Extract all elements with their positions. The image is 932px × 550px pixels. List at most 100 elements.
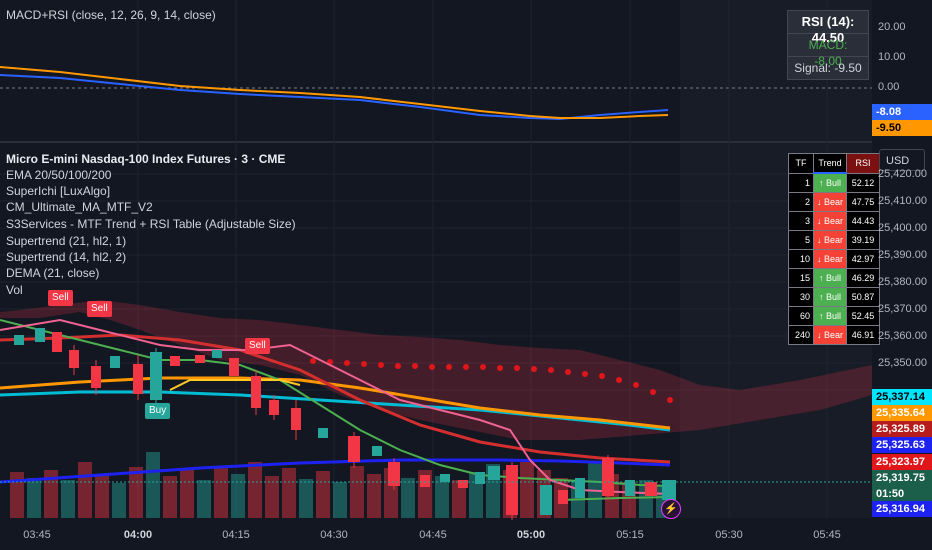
- rsi-info-box: RSI (14): 44.50 MACD: -8.00 Signal: -9.5…: [787, 10, 869, 80]
- trend-cell: ↓ Bear: [812, 249, 848, 269]
- macd-value: MACD: -8.00: [788, 34, 868, 68]
- table-row: 1 ↑ Bull 52.12: [788, 172, 881, 193]
- macd-line: [0, 74, 669, 121]
- trend-cell: ↓ Bear: [812, 230, 848, 250]
- rsi-cell: 46.91: [846, 325, 881, 345]
- rsi-cell: 44.43: [846, 211, 881, 231]
- price-tag: 25,337.14: [872, 389, 932, 405]
- table-row: 60 ↑ Bull 52.45: [788, 306, 881, 326]
- macd-axis-tick: 0.00: [878, 81, 900, 93]
- time-axis-label: 05:30: [715, 529, 743, 541]
- price-axis-tick: 25,410.00: [878, 195, 927, 207]
- price-axis-tick: 25,390.00: [878, 249, 927, 261]
- price-tag: 01:50: [872, 486, 932, 502]
- indicator-legend-item[interactable]: CM_Ultimate_MA_MTF_V2: [6, 200, 153, 214]
- buy-signal-label: Buy: [145, 403, 171, 419]
- time-axis-label: 04:15: [222, 529, 250, 541]
- macd-price-tag: -8.08: [872, 104, 932, 120]
- trend-cell: ↑ Bull: [812, 287, 848, 307]
- tf-cell: 5: [788, 230, 814, 250]
- table-row: 2 ↓ Bear 47.75: [788, 192, 881, 212]
- lightning-icon[interactable]: ⚡: [661, 499, 681, 519]
- price-axis-tick: 25,400.00: [878, 222, 927, 234]
- ema-100-line: [0, 390, 671, 432]
- supertrend-up-line: [169, 379, 301, 391]
- trend-cell: ↑ Bull: [812, 306, 848, 326]
- macd-rsi-legend[interactable]: MACD+RSI (close, 12, 26, 9, 14, close): [6, 8, 216, 22]
- sell-signal-label: Sell: [245, 338, 270, 354]
- table-row: 5 ↓ Bear 39.19: [788, 230, 881, 250]
- price-tag: 25,335.64: [872, 405, 932, 421]
- tf-cell: 1: [788, 172, 814, 193]
- price-tag: 25,316.94: [872, 501, 932, 517]
- sell-signal-label: Sell: [48, 290, 73, 306]
- supertrend-dots: [310, 358, 673, 403]
- volume-bars: [10, 452, 670, 518]
- price-axis-tick: 25,370.00: [878, 303, 927, 315]
- price-axis-tick: 25,360.00: [878, 330, 927, 342]
- rsi-cell: 52.12: [846, 172, 881, 193]
- ichimoku-cloud: [0, 300, 872, 440]
- sell-signal-label: Sell: [87, 301, 112, 317]
- rsi-cell: 50.87: [846, 287, 881, 307]
- tf-cell: 10: [788, 249, 814, 269]
- time-axis-label: 03:45: [23, 529, 51, 541]
- indicator-legend-item[interactable]: S3Services - MTF Trend + RSI Table (Adju…: [6, 217, 296, 231]
- table-row: 3 ↓ Bear 44.43: [788, 211, 881, 231]
- table-row: 30 ↑ Bull 50.87: [788, 287, 881, 307]
- tf-cell: 240: [788, 325, 814, 345]
- supertrend-line: [0, 318, 671, 495]
- time-axis-label: 04:00: [123, 529, 153, 541]
- macd-axis-tick: 20.00: [878, 21, 906, 33]
- price-axis-tick: 25,420.00: [878, 168, 927, 180]
- supertrend-bull-line: [559, 496, 671, 501]
- trend-cell: ↓ Bear: [812, 211, 848, 231]
- table-header-trend: Trend: [812, 153, 848, 174]
- indicator-legend-item[interactable]: SuperIchi [LuxAlgo]: [6, 184, 111, 198]
- rsi-cell: 46.29: [846, 268, 881, 288]
- indicator-legend-item[interactable]: EMA 20/50/100/200: [6, 168, 112, 182]
- trend-cell: ↑ Bull: [812, 268, 848, 288]
- price-tag: 25,325.89: [872, 421, 932, 437]
- price-tag: 25,319.75: [872, 470, 932, 486]
- indicator-legend-item[interactable]: Vol: [6, 283, 23, 297]
- rsi-cell: 47.75: [846, 192, 881, 212]
- mtf-trend-rsi-table: TF Trend RSI 1 ↑ Bull 52.12 2 ↓ Bear 47.75 3 ↓ …: [788, 153, 881, 345]
- tf-cell: 15: [788, 268, 814, 288]
- tf-cell: 60: [788, 306, 814, 326]
- time-axis-label: 04:30: [320, 529, 348, 541]
- table-row: 15 ↑ Bull 46.29: [788, 268, 881, 288]
- rsi-value: RSI (14): 44.50: [788, 11, 868, 45]
- ema-200-line: [0, 458, 671, 484]
- signal-value: Signal: -9.50: [794, 61, 862, 75]
- indicator-legend-item[interactable]: Supertrend (21, hl2, 1): [6, 234, 127, 248]
- indicator-legend-item[interactable]: DEMA (21, close): [6, 266, 100, 280]
- time-axis-label: 04:45: [419, 529, 447, 541]
- rsi-cell: 39.19: [846, 230, 881, 250]
- candles: [14, 328, 676, 520]
- indicator-legend-item[interactable]: Supertrend (14, hl2, 2): [6, 250, 127, 264]
- price-axis-tick: 25,350.00: [878, 357, 927, 369]
- dema-line: [0, 319, 671, 487]
- price-axis-tick: 25,380.00: [878, 276, 927, 288]
- price-tag: 25,325.63: [872, 437, 932, 453]
- currency-button[interactable]: USD: [879, 149, 925, 171]
- rsi-cell: 42.97: [846, 249, 881, 269]
- macd-axis-tick: 10.00: [878, 51, 906, 63]
- table-row: 10 ↓ Bear 42.97: [788, 249, 881, 269]
- rsi-cell: 52.45: [846, 306, 881, 326]
- trend-cell: ↑ Bull: [812, 172, 848, 193]
- trend-cell: ↓ Bear: [812, 325, 848, 345]
- price-tag: 25,323.97: [872, 454, 932, 470]
- tf-cell: 2: [788, 192, 814, 212]
- time-axis-label: 05:00: [516, 529, 546, 541]
- signal-price-tag: -9.50: [872, 120, 932, 136]
- table-row: 240 ↓ Bear 46.91: [788, 325, 881, 345]
- time-axis-label: 05:45: [813, 529, 841, 541]
- trend-cell: ↓ Bear: [812, 192, 848, 212]
- time-axis-label: 05:15: [616, 529, 644, 541]
- tf-cell: 3: [788, 211, 814, 231]
- ema-20-line: [0, 333, 671, 464]
- symbol-title[interactable]: Micro E-mini Nasdaq-100 Index Futures · …: [6, 152, 286, 166]
